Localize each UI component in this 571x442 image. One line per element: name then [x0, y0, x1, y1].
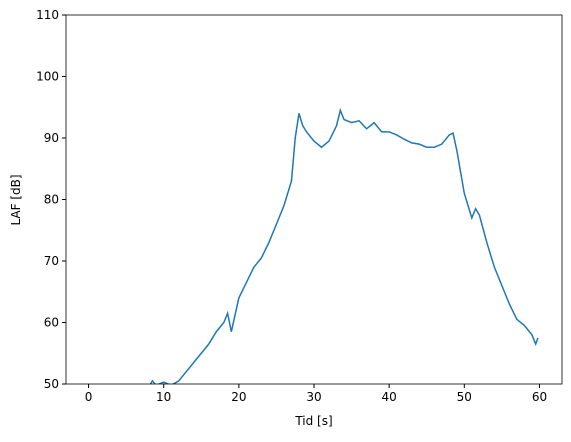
- y-tick-label: 50: [44, 377, 59, 391]
- x-tick-label: 0: [85, 390, 93, 404]
- x-tick-label: 30: [306, 390, 321, 404]
- y-tick-label: 100: [36, 70, 59, 84]
- y-tick-label: 60: [44, 316, 59, 330]
- x-tick-label: 20: [231, 390, 246, 404]
- x-axis-label: Tid [s]: [294, 414, 332, 428]
- y-tick-label: 70: [44, 254, 59, 268]
- x-tick-label: 10: [156, 390, 171, 404]
- data-line: [149, 107, 539, 384]
- x-tick-label: 50: [457, 390, 472, 404]
- x-tick-label: 60: [532, 390, 547, 404]
- plot-frame: [65, 14, 563, 385]
- x-tick-label: 40: [382, 390, 397, 404]
- y-tick-label: 110: [36, 8, 59, 22]
- y-tick-label: 80: [44, 193, 59, 207]
- y-axis-label: LAF [dB]: [9, 174, 23, 225]
- y-tick-label: 90: [44, 131, 59, 145]
